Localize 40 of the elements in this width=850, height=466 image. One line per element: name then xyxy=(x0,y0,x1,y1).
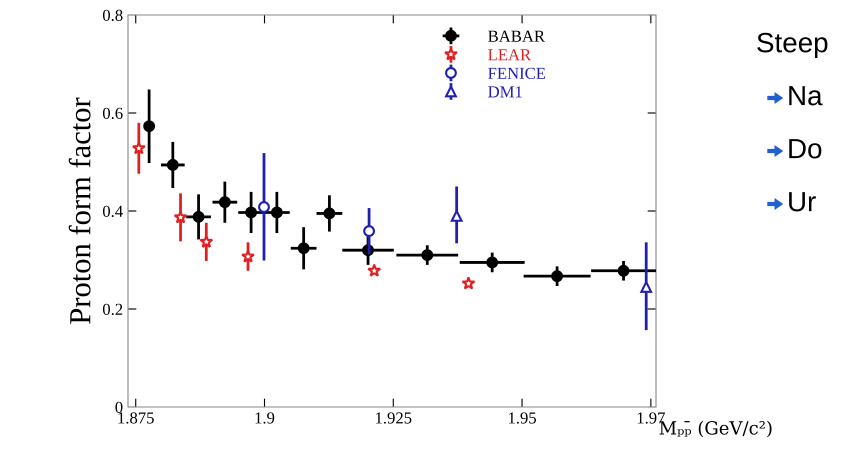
x-tick-label: 1.95 xyxy=(508,412,536,424)
text: Steep xyxy=(757,32,828,58)
point xyxy=(450,210,463,222)
point xyxy=(640,281,652,293)
y-tick-label: 0.2 xyxy=(102,304,122,316)
x-tick-label: 1.9 xyxy=(256,412,274,424)
y-axis-title: Proton form factor xyxy=(68,98,91,324)
point xyxy=(324,208,336,220)
point xyxy=(241,249,256,263)
text: Do xyxy=(789,139,822,158)
legend-label: LEAR xyxy=(488,49,532,60)
point xyxy=(618,264,630,277)
x-tick-label: 1.875 xyxy=(118,412,154,424)
point xyxy=(270,206,283,218)
point xyxy=(363,225,375,237)
point xyxy=(421,249,434,262)
y-tick-label: 0.8 xyxy=(102,10,123,22)
point xyxy=(166,159,179,171)
legend-label: FENICE xyxy=(488,68,546,79)
point xyxy=(486,256,498,268)
text: Na xyxy=(789,86,823,106)
text: Ur xyxy=(789,192,816,212)
point xyxy=(143,120,156,132)
legend-label: BABAR xyxy=(488,30,546,42)
y-tick-label: 0.6 xyxy=(102,108,123,120)
point xyxy=(367,263,382,277)
point xyxy=(462,276,476,290)
point xyxy=(132,140,146,154)
point xyxy=(199,234,214,248)
point xyxy=(245,206,258,218)
legend-label: DM1 xyxy=(488,86,522,98)
x-tick-label: 1.925 xyxy=(376,412,412,424)
point xyxy=(551,270,564,282)
y-tick-label: 0 xyxy=(115,402,123,413)
point xyxy=(298,242,310,254)
point xyxy=(174,210,188,224)
point xyxy=(192,210,204,223)
point xyxy=(218,196,231,208)
point xyxy=(258,201,270,213)
y-tick-label: 0.4 xyxy=(102,206,123,218)
